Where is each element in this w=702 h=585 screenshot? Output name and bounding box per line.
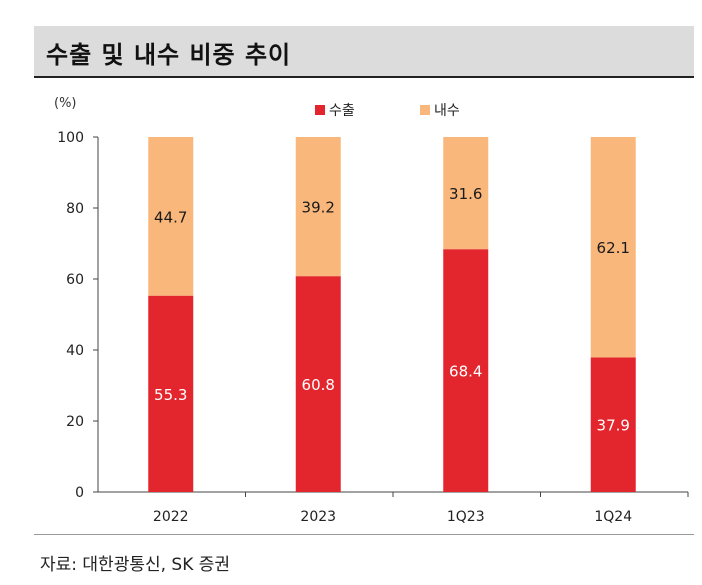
x-category-label: 2023 bbox=[300, 509, 336, 525]
data-label: 37.9 bbox=[597, 417, 630, 435]
category-labels: 2022 2023 1Q23 1Q24 bbox=[153, 492, 689, 525]
x-category-label: 2022 bbox=[153, 509, 189, 525]
bar-segment-export bbox=[148, 295, 194, 492]
data-label: 55.3 bbox=[154, 386, 187, 404]
legend-label: 수출 bbox=[329, 103, 355, 119]
stacked-bar-chart: (%) 0 20 40 60 80 100 55.3 44.7 60.8 39.2 68.4 31.… bbox=[54, 96, 689, 525]
bar-segment-domestic bbox=[295, 137, 341, 277]
bar-segment-export bbox=[590, 357, 636, 492]
bar-segment-export bbox=[443, 249, 489, 492]
y-tick-label: 100 bbox=[57, 130, 84, 146]
data-label: 39.2 bbox=[302, 199, 335, 217]
y-tick-label: 80 bbox=[66, 201, 84, 217]
bar-segment-export bbox=[295, 276, 341, 492]
data-label: 62.1 bbox=[597, 239, 630, 257]
y-tick-label: 20 bbox=[66, 414, 84, 430]
y-unit-label: (%) bbox=[54, 96, 77, 111]
source-note: 자료: 대한광통신, SK 증권 bbox=[40, 555, 231, 575]
y-axis-ticks: 0 20 40 60 80 100 bbox=[57, 130, 98, 501]
y-tick-label: 40 bbox=[66, 343, 84, 359]
legend: 수출 내수 bbox=[315, 103, 460, 119]
y-tick-label: 60 bbox=[66, 272, 84, 288]
y-tick-label: 0 bbox=[75, 485, 84, 501]
legend-swatch bbox=[420, 105, 430, 115]
title-bar: 수출 및 내수 비중 추이 bbox=[34, 26, 694, 78]
bar-segment-domestic bbox=[148, 137, 194, 296]
data-label: 68.4 bbox=[449, 363, 482, 381]
data-label: 60.8 bbox=[302, 376, 335, 394]
data-label: 31.6 bbox=[449, 185, 482, 203]
bar-segment-domestic bbox=[443, 137, 489, 250]
bar-segment-domestic bbox=[590, 137, 636, 358]
chart-title: 수출 및 내수 비중 추이 bbox=[46, 41, 292, 69]
x-category-label: 1Q24 bbox=[594, 509, 632, 525]
x-category-label: 1Q23 bbox=[447, 509, 485, 525]
legend-label: 내수 bbox=[434, 103, 460, 119]
source-divider bbox=[34, 534, 694, 535]
data-label: 44.7 bbox=[154, 208, 187, 226]
bars-group: 55.3 44.7 60.8 39.2 68.4 31.6 37.9 62.1 bbox=[148, 137, 636, 492]
legend-swatch bbox=[315, 105, 325, 115]
